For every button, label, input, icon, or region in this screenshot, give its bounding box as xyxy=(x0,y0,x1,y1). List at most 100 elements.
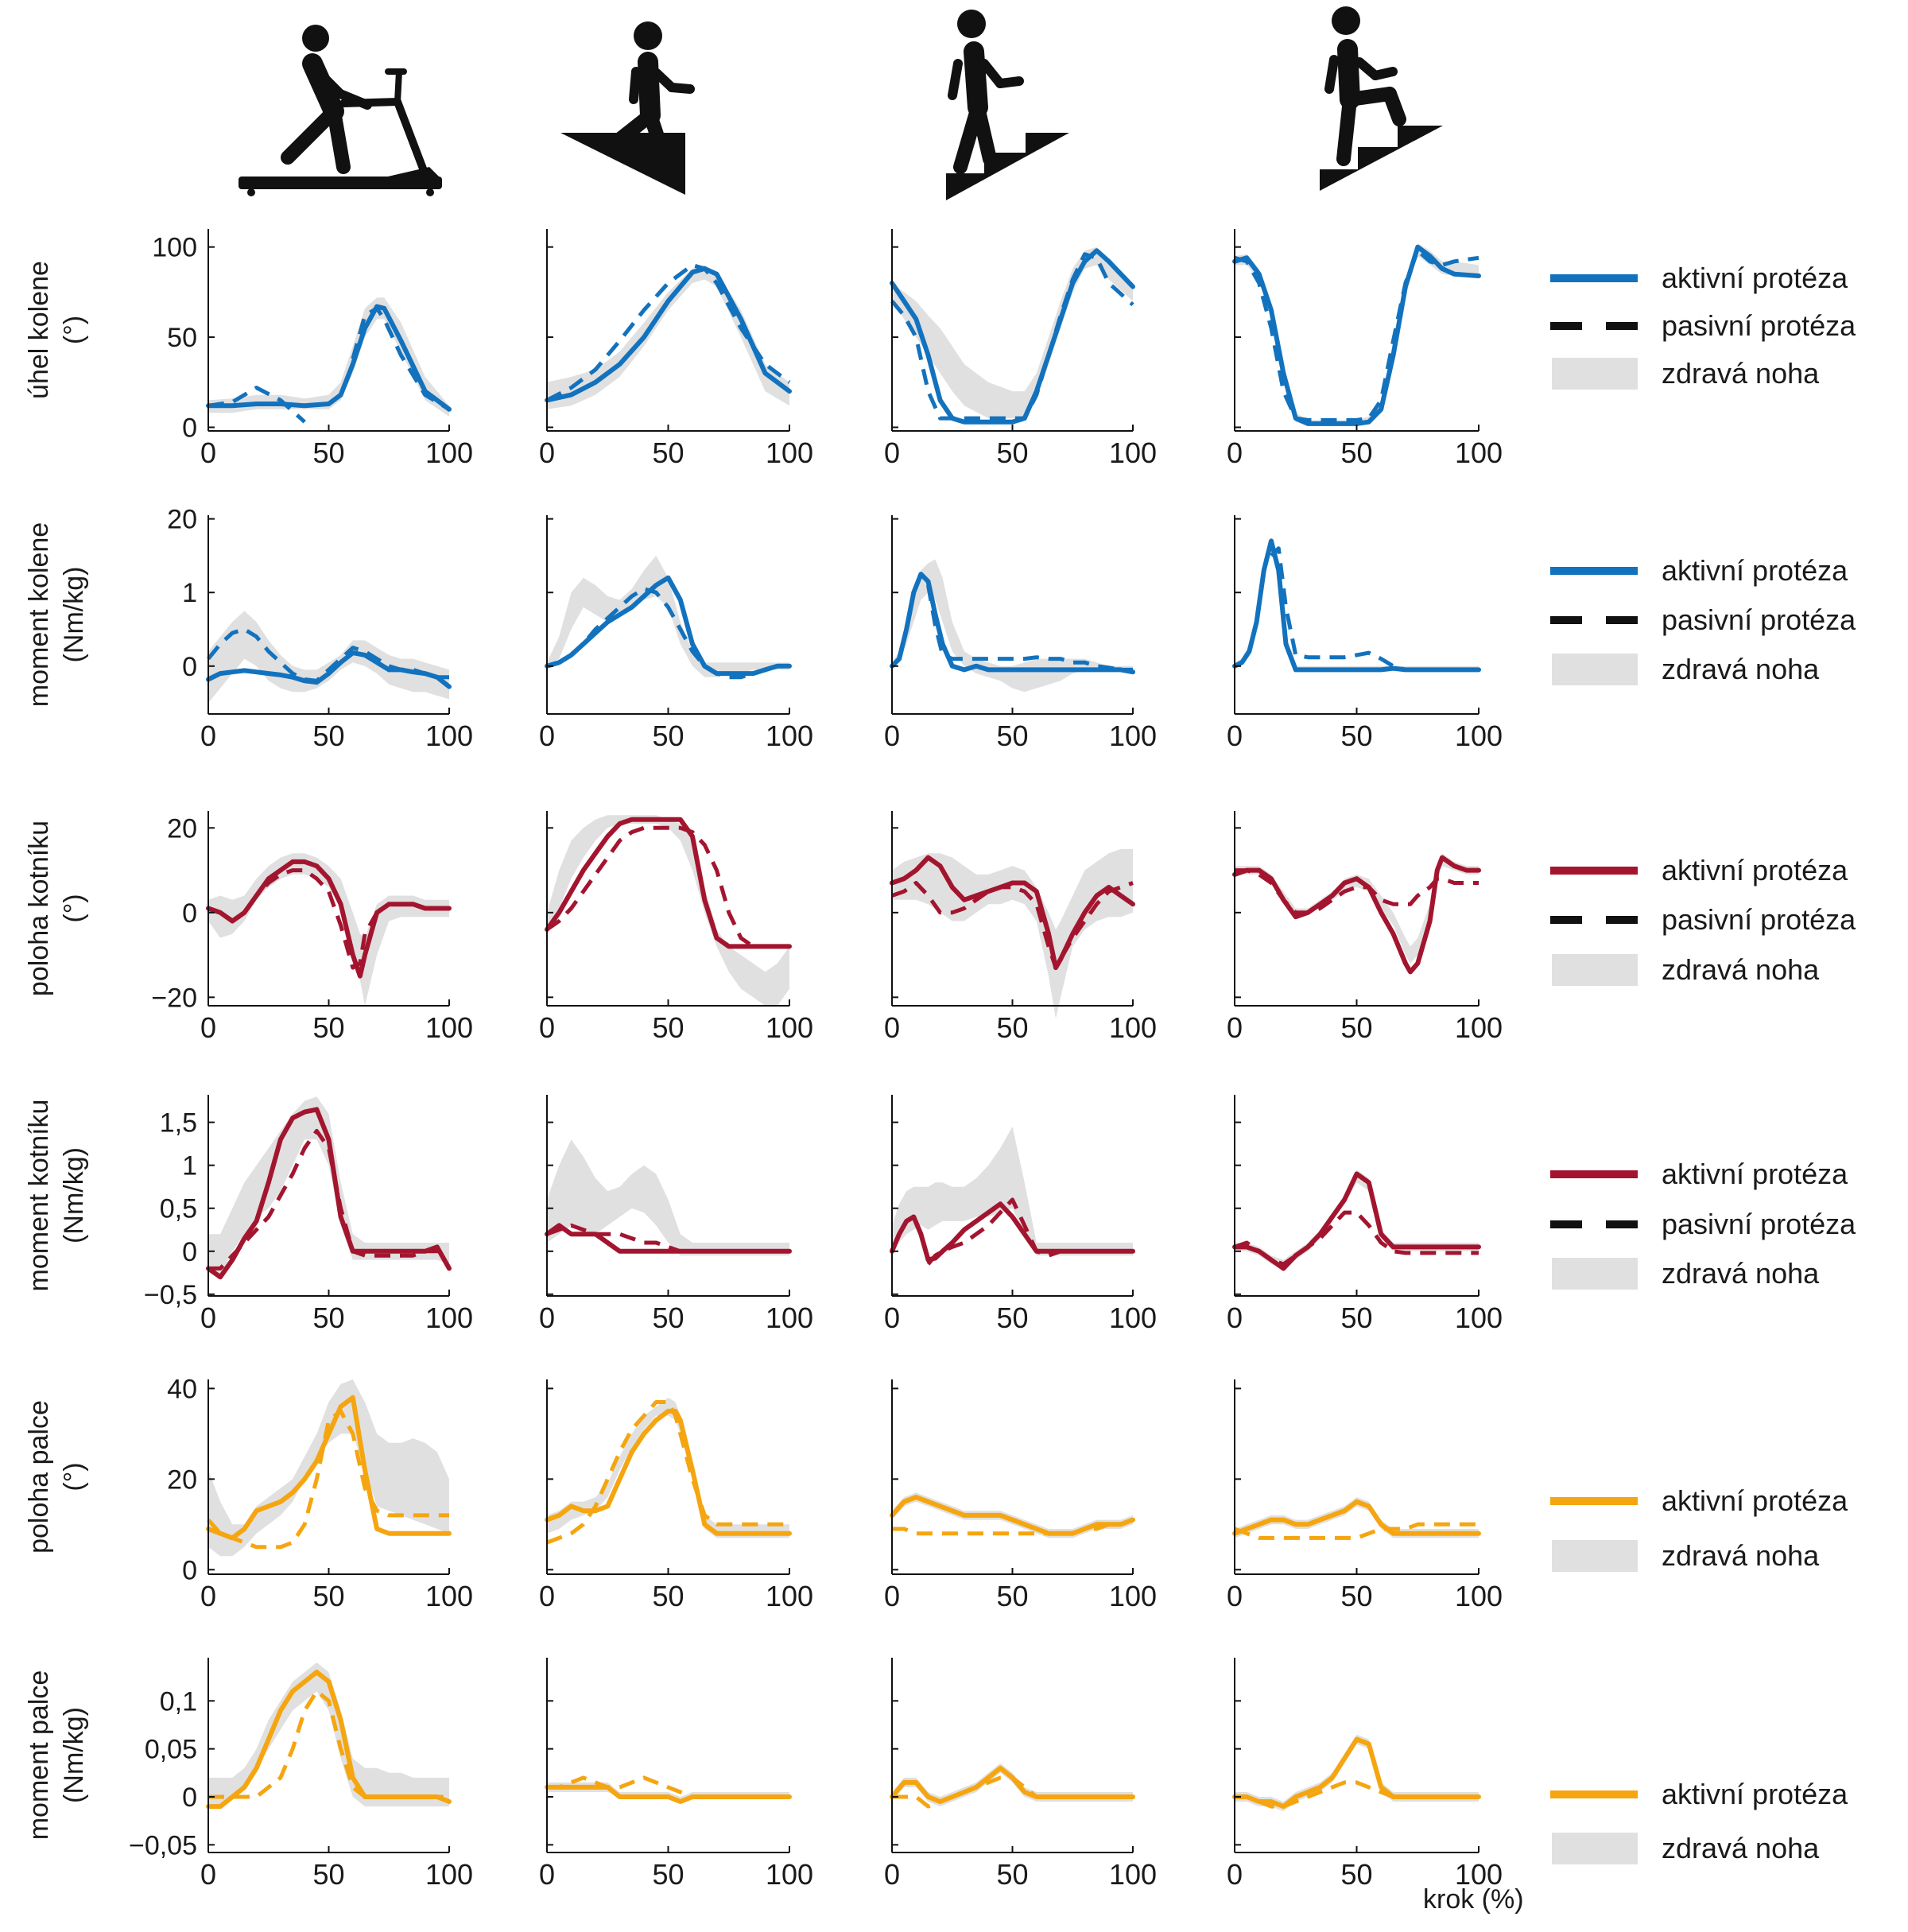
healthy-band xyxy=(1235,853,1479,964)
x-tick-label: 0 xyxy=(884,1302,900,1334)
x-tick-label: 0 xyxy=(884,436,900,469)
legend-active-label: aktivní protéza xyxy=(1662,554,1848,587)
x-tick-label: 50 xyxy=(652,720,684,752)
ramp-descent-icon xyxy=(560,21,695,195)
active-line xyxy=(890,1495,1135,1536)
legend-healthy-swatch xyxy=(1552,954,1638,986)
passive-line xyxy=(546,1400,789,1545)
y-tick-label: 0 xyxy=(182,1555,197,1585)
y-tick-label: 50 xyxy=(167,323,197,353)
passive-line xyxy=(207,627,449,683)
panel-ankle-angle-4: 0 50 100 xyxy=(1227,811,1503,1044)
legend-passive-label: pasivní protéza xyxy=(1662,1208,1856,1240)
passive-line xyxy=(926,1197,1133,1266)
active-line xyxy=(545,1223,792,1254)
y-tick-label: −20 xyxy=(151,983,197,1013)
y-axis-label-line: (°) xyxy=(59,894,89,922)
healthy-band xyxy=(208,611,449,704)
x-tick-label: 100 xyxy=(766,720,813,752)
panel-knee-angle-2: 0 50 100 xyxy=(539,229,813,469)
y-axis-label: úhel kolene (°) xyxy=(24,261,89,399)
y-axis-label-line: (Nm/kg) xyxy=(59,567,89,663)
active-line xyxy=(545,1408,792,1536)
x-tick-label: 100 xyxy=(425,720,473,752)
legend-knee-moment: aktivní protéza pasivní protéza zdravá noh… xyxy=(1550,554,1856,685)
x-tick-label: 100 xyxy=(425,1858,473,1891)
y-axis-label-line: poloha kotníku xyxy=(24,821,54,996)
x-tick-label: 50 xyxy=(652,436,684,469)
legend-passive-label: pasivní protéza xyxy=(1662,309,1856,342)
y-tick-label: −0,05 xyxy=(129,1830,197,1860)
y-tick-label: 1 xyxy=(182,1151,197,1181)
legend-healthy-swatch xyxy=(1552,1258,1638,1290)
x-tick-label: 50 xyxy=(996,1011,1028,1044)
passive-line xyxy=(1270,546,1479,672)
x-tick-label: 100 xyxy=(1455,720,1503,752)
y-tick-label: 0,5 xyxy=(160,1194,197,1224)
y-axis-label-line: moment kolene xyxy=(24,522,54,707)
active-line xyxy=(206,650,452,689)
legend-healthy-swatch xyxy=(1552,654,1638,685)
healthy-band xyxy=(208,1379,449,1557)
panel-toe-moment-2: 0 50 100 xyxy=(539,1658,813,1891)
active-line xyxy=(206,1395,452,1541)
x-tick-label: 0 xyxy=(539,720,555,752)
x-tick-label: 50 xyxy=(652,1302,684,1334)
legend-toe-moment: aktivní protéza zdravá noha xyxy=(1550,1778,1848,1864)
x-tick-label: 50 xyxy=(996,436,1028,469)
panel-knee-moment-2: 0 50 100 xyxy=(539,515,813,752)
healthy-band xyxy=(208,297,449,417)
passive-line xyxy=(545,825,789,949)
legend-passive-label: pasivní protéza xyxy=(1662,903,1856,936)
x-tick-label: 100 xyxy=(766,1011,813,1044)
panel-toe-moment-4: 0 50 100 xyxy=(1227,1658,1503,1891)
active-line xyxy=(206,304,452,412)
panel-knee-angle-3: 0 50 100 xyxy=(884,229,1157,469)
stair-descent-icon xyxy=(946,10,1069,200)
y-tick-label: −0,5 xyxy=(144,1280,197,1310)
active-line xyxy=(890,248,1135,425)
healthy-band xyxy=(1235,1497,1479,1538)
active-line xyxy=(545,817,792,949)
active-line xyxy=(1232,1499,1481,1536)
active-line xyxy=(545,266,792,403)
y-tick-label: 0 xyxy=(182,1783,197,1813)
y-axis-label-line: poloha palce xyxy=(24,1400,54,1554)
legend-knee-angle: aktivní protéza pasivní protéza zdravá noh… xyxy=(1550,262,1856,390)
passive-line xyxy=(207,306,451,424)
chart-row-ankle-moment: 0 50 100−0,500,511,50 50 100 0 50 100 0 50 100mome… xyxy=(24,1095,1856,1334)
legend-healthy-label: zdravá noha xyxy=(1662,1257,1820,1290)
x-tick-label: 100 xyxy=(1109,1858,1157,1891)
x-tick-label: 0 xyxy=(539,1580,555,1612)
passive-line xyxy=(1234,248,1479,422)
x-tick-label: 0 xyxy=(539,1858,555,1891)
activity-icons xyxy=(238,6,1443,200)
x-tick-label: 50 xyxy=(312,1011,344,1044)
panel-ankle-moment-3: 0 50 100 xyxy=(884,1095,1157,1334)
active-line xyxy=(1232,538,1481,673)
active-line xyxy=(890,1765,1135,1804)
stair-ascent-icon xyxy=(1320,6,1443,191)
panel-toe-angle-3: 0 50 100 xyxy=(884,1379,1157,1612)
healthy-band xyxy=(892,848,1133,1018)
active-line xyxy=(890,1201,1135,1263)
x-tick-label: 100 xyxy=(766,1858,813,1891)
y-axis-label: moment kolene (Nm/kg) xyxy=(24,522,89,707)
x-tick-label: 100 xyxy=(1455,1580,1503,1612)
y-tick-label: 1,5 xyxy=(160,1108,197,1139)
passive-line xyxy=(208,1128,449,1271)
active-line xyxy=(545,1784,792,1804)
healthy-band xyxy=(1235,537,1479,670)
legend-healthy-swatch xyxy=(1552,1833,1638,1864)
passive-line xyxy=(546,587,789,680)
x-tick-label: 50 xyxy=(652,1858,684,1891)
y-tick-label: 20 xyxy=(167,1465,197,1495)
x-tick-label: 50 xyxy=(1340,436,1372,469)
chart-row-knee-moment: 0 50 100 0 1 20 0 50 100 0 50 100 0 50 100 moment kolen… xyxy=(24,505,1856,752)
x-tick-label: 100 xyxy=(425,1302,473,1334)
x-tick-label: 100 xyxy=(1109,720,1157,752)
passive-line xyxy=(926,584,1133,672)
legend-healthy-label: zdravá noha xyxy=(1662,357,1820,390)
x-tick-label: 50 xyxy=(996,1302,1028,1334)
